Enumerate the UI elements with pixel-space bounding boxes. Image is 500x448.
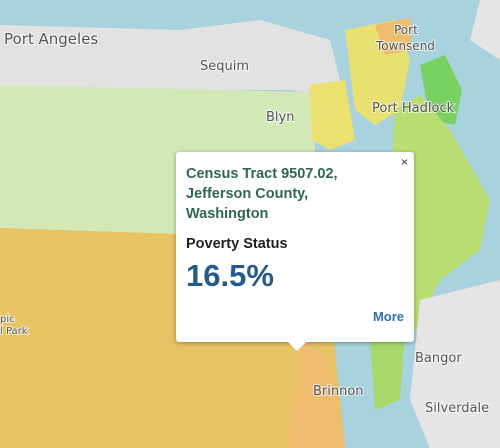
- region: [290, 330, 345, 448]
- region: [370, 330, 405, 410]
- place-label: Townsend: [375, 39, 435, 53]
- metric-value: 16.5%: [186, 258, 274, 293]
- land: [410, 280, 500, 448]
- place-label: Bangor: [415, 351, 462, 366]
- popup: × Census Tract 9507.02, Jefferson County…: [176, 152, 414, 351]
- place-label: Port Angeles: [4, 30, 98, 48]
- land: [0, 20, 340, 95]
- place-label: Brinnon: [313, 384, 364, 399]
- place-label: l Park: [0, 326, 28, 337]
- land: [470, 0, 500, 60]
- place-label: Silverdale: [425, 401, 489, 416]
- more-link[interactable]: More: [372, 309, 404, 324]
- close-button[interactable]: ×: [400, 155, 408, 169]
- popup-title: Census Tract 9507.02, Jefferson County, …: [186, 166, 338, 222]
- place-label: Port: [394, 23, 418, 37]
- region: [310, 80, 355, 150]
- metric-name: Poverty Status: [186, 236, 288, 252]
- place-label: Blyn: [266, 110, 294, 125]
- region: [375, 18, 412, 55]
- place-label: pic: [0, 314, 15, 325]
- place-label: Sequim: [200, 59, 249, 74]
- place-label: Port Hadlock: [372, 101, 455, 116]
